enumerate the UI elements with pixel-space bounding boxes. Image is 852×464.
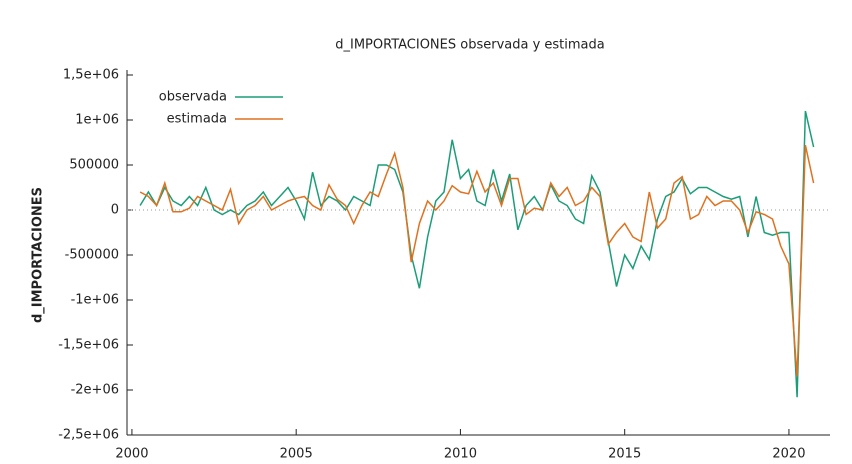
y-tick-label: -1,5e+06 bbox=[58, 338, 119, 353]
y-axis-label: d_IMPORTACIONES bbox=[31, 187, 46, 323]
x-tick-label: 2015 bbox=[608, 447, 641, 462]
y-tick-label: -1e+06 bbox=[71, 293, 119, 308]
x-tick-label: 2005 bbox=[280, 447, 313, 462]
legend-label: estimada bbox=[167, 112, 227, 127]
y-tick-label: 0 bbox=[111, 203, 119, 218]
legend-label: observada bbox=[159, 90, 227, 105]
x-tick-label: 2000 bbox=[115, 447, 148, 462]
x-tick-label: 2010 bbox=[444, 447, 477, 462]
y-tick-label: -500000 bbox=[65, 248, 119, 263]
x-tick-label: 2020 bbox=[772, 447, 805, 462]
y-tick-label: 500000 bbox=[69, 158, 119, 173]
series-line bbox=[139, 145, 815, 377]
series-line bbox=[139, 110, 815, 398]
y-tick-label: 1e+06 bbox=[75, 113, 119, 128]
chart-title: d_IMPORTACIONES observada y estimada bbox=[335, 38, 605, 53]
y-tick-label: 1,5e+06 bbox=[63, 68, 119, 83]
y-tick-label: -2e+06 bbox=[71, 383, 119, 398]
y-tick-label: -2,5e+06 bbox=[58, 428, 119, 443]
